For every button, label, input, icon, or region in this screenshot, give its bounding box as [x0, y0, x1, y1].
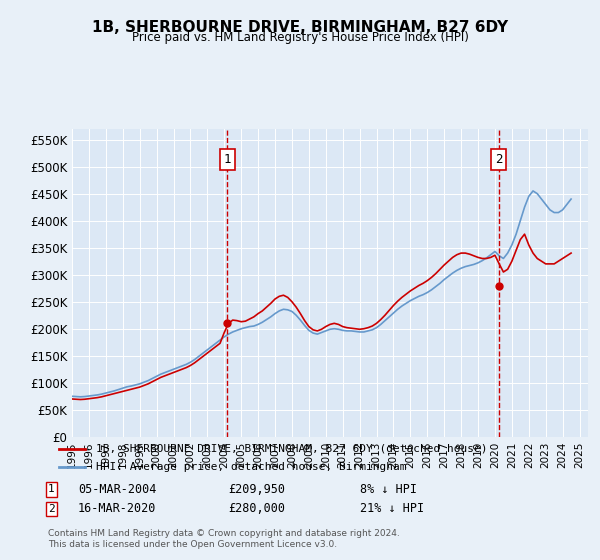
Text: 1: 1: [48, 484, 55, 494]
Text: £280,000: £280,000: [228, 502, 285, 515]
Text: 2: 2: [495, 153, 502, 166]
Text: This data is licensed under the Open Government Licence v3.0.: This data is licensed under the Open Gov…: [48, 540, 337, 549]
Text: £209,950: £209,950: [228, 483, 285, 496]
Text: 16-MAR-2020: 16-MAR-2020: [78, 502, 157, 515]
Text: 21% ↓ HPI: 21% ↓ HPI: [360, 502, 424, 515]
Text: Price paid vs. HM Land Registry's House Price Index (HPI): Price paid vs. HM Land Registry's House …: [131, 31, 469, 44]
Text: 1B, SHERBOURNE DRIVE, BIRMINGHAM, B27 6DY: 1B, SHERBOURNE DRIVE, BIRMINGHAM, B27 6D…: [92, 20, 508, 35]
Text: 2: 2: [48, 504, 55, 514]
Text: 8% ↓ HPI: 8% ↓ HPI: [360, 483, 417, 496]
Text: 1B, SHERBOURNE DRIVE, BIRMINGHAM, B27 6DY (detached house): 1B, SHERBOURNE DRIVE, BIRMINGHAM, B27 6D…: [95, 444, 487, 454]
Text: HPI: Average price, detached house, Birmingham: HPI: Average price, detached house, Birm…: [95, 462, 406, 472]
Text: 05-MAR-2004: 05-MAR-2004: [78, 483, 157, 496]
Text: Contains HM Land Registry data © Crown copyright and database right 2024.: Contains HM Land Registry data © Crown c…: [48, 529, 400, 538]
Text: 1: 1: [224, 153, 231, 166]
